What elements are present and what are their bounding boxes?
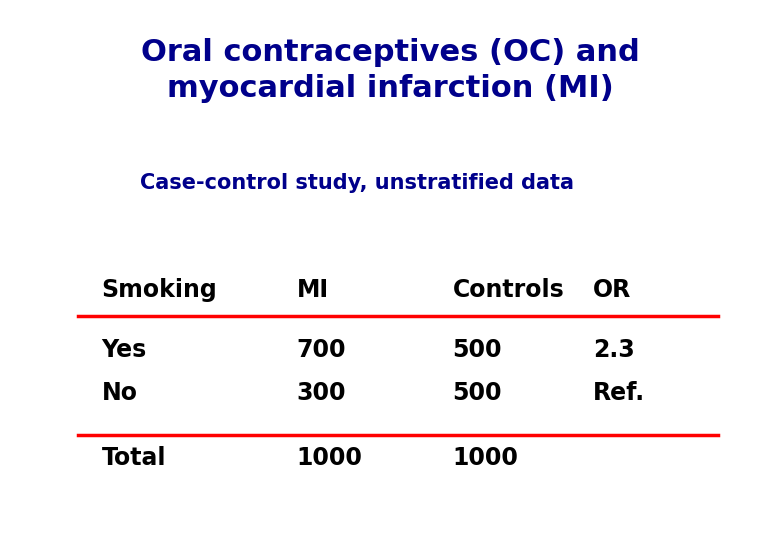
Text: MI: MI xyxy=(296,279,328,302)
Text: Smoking: Smoking xyxy=(101,279,217,302)
Text: 700: 700 xyxy=(296,338,346,362)
Text: Yes: Yes xyxy=(101,338,147,362)
Text: 1000: 1000 xyxy=(296,446,362,470)
Text: 500: 500 xyxy=(452,338,502,362)
Text: 2.3: 2.3 xyxy=(593,338,635,362)
Text: Controls: Controls xyxy=(452,279,564,302)
Text: Ref.: Ref. xyxy=(593,381,645,405)
Text: Total: Total xyxy=(101,446,166,470)
Text: 300: 300 xyxy=(296,381,346,405)
Text: 1000: 1000 xyxy=(452,446,518,470)
Text: Oral contraceptives (OC) and
myocardial infarction (MI): Oral contraceptives (OC) and myocardial … xyxy=(140,38,640,103)
Text: OR: OR xyxy=(593,279,631,302)
Text: No: No xyxy=(101,381,137,405)
Text: Case-control study, unstratified data: Case-control study, unstratified data xyxy=(140,173,574,193)
Text: 500: 500 xyxy=(452,381,502,405)
